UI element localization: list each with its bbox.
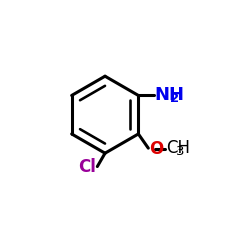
Text: 2: 2 — [170, 92, 179, 105]
Text: 3: 3 — [176, 145, 185, 158]
Text: CH: CH — [166, 139, 190, 157]
Text: Cl: Cl — [78, 158, 96, 176]
Text: O: O — [149, 140, 163, 158]
Text: NH: NH — [155, 86, 185, 104]
